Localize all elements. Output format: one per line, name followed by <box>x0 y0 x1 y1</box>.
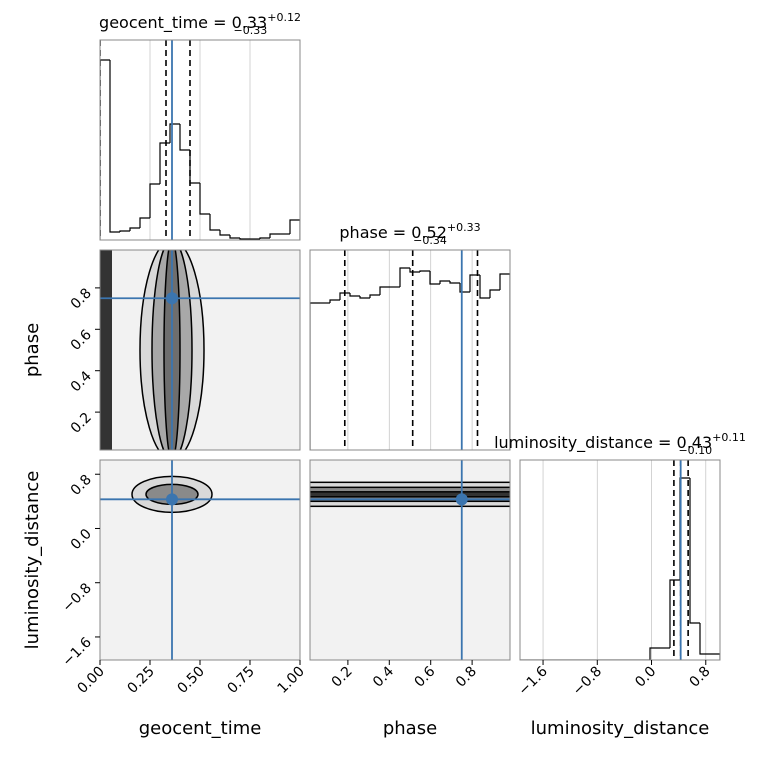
histogram-step <box>259 237 270 239</box>
histogram-step <box>479 275 490 299</box>
y-axis-label: luminosity_distance <box>22 471 43 650</box>
histogram-step <box>409 268 420 273</box>
histogram-step <box>129 227 140 231</box>
histogram-step <box>339 292 350 300</box>
y-tick-label: 0.8 <box>68 285 95 312</box>
x-tick-label: 0.8 <box>687 664 714 691</box>
y-tick-label: −0.8 <box>59 580 94 615</box>
title-upper: +0.33 <box>447 221 481 234</box>
x-tick-label: 0.00 <box>74 664 107 697</box>
panel-frame <box>309 459 511 661</box>
x-tick-label: 1.00 <box>274 664 307 697</box>
x-axis-label: luminosity_distance <box>531 718 710 739</box>
x-axis-label: phase <box>383 718 437 739</box>
histogram-step <box>649 647 660 660</box>
histogram-step <box>100 59 110 240</box>
x-axis-label: geocent_time <box>139 718 262 739</box>
title-main: geocent_time = 0.33 <box>99 13 267 33</box>
histogram-step <box>219 230 230 236</box>
x-tick-label: 0.6 <box>411 663 438 690</box>
histogram-step <box>289 219 300 240</box>
y-tick-label: 0.4 <box>68 368 95 395</box>
histogram-step <box>449 281 460 284</box>
histogram-step <box>310 302 320 450</box>
histogram-step <box>239 238 250 240</box>
title-main: phase = 0.52 <box>339 223 446 242</box>
contour <box>100 250 112 450</box>
title-lower: −0.34 <box>413 234 447 247</box>
histogram-step <box>119 230 130 232</box>
histogram-step <box>689 478 700 624</box>
panel-frame <box>99 39 301 241</box>
title-lower: −0.33 <box>234 24 268 37</box>
panel-title: phase = 0.52+0.33 −0.34 <box>339 221 480 247</box>
histogram-step <box>379 286 390 295</box>
panel <box>100 250 300 450</box>
histogram-step <box>169 123 180 143</box>
histogram-step <box>269 233 280 238</box>
panel <box>100 40 300 240</box>
x-tick-label: 0.25 <box>124 664 157 697</box>
panel-frame <box>519 459 721 661</box>
histogram-step <box>349 293 360 297</box>
histogram-step <box>459 283 470 293</box>
y-tick-label: 0.2 <box>68 410 95 437</box>
panel <box>310 250 510 450</box>
histogram-step <box>109 60 120 233</box>
histogram-step <box>179 124 190 151</box>
histogram-step <box>399 267 410 287</box>
histogram-step <box>139 217 150 228</box>
histogram-step <box>199 183 210 215</box>
histogram-step <box>189 150 200 184</box>
x-tick-label: 0.2 <box>329 664 356 691</box>
title-main: luminosity_distance = 0.43 <box>494 433 712 453</box>
histogram-step <box>469 274 480 292</box>
histogram-step <box>429 271 440 285</box>
x-tick-label: 0.0 <box>632 664 659 691</box>
histogram-step <box>669 579 680 648</box>
y-tick-label: 0.0 <box>68 526 95 553</box>
y-axis-label: phase <box>22 323 43 377</box>
histogram-step <box>209 214 220 231</box>
y-tick-label: 0.6 <box>68 327 95 354</box>
title-upper: +0.12 <box>267 11 301 24</box>
panel-title: geocent_time = 0.33+0.12 −0.33 <box>99 11 301 37</box>
histogram-step <box>419 270 430 272</box>
truth-point <box>455 493 468 506</box>
title-upper: +0.11 <box>712 431 746 444</box>
x-tick-label: −0.8 <box>570 664 605 699</box>
truth-point <box>166 493 178 506</box>
histogram-step <box>439 280 450 284</box>
histogram-step <box>229 235 240 239</box>
y-tick-label: −1.6 <box>59 634 94 669</box>
y-tick-label: 0.8 <box>68 472 95 499</box>
histogram-step <box>359 296 370 299</box>
x-tick-label: −1.6 <box>516 663 551 698</box>
panel <box>100 460 300 660</box>
contour <box>310 491 510 498</box>
x-tick-label: 0.8 <box>453 664 480 691</box>
x-tick-label: 0.75 <box>224 664 257 697</box>
histogram-step <box>159 142 170 184</box>
x-tick-label: 0.50 <box>174 664 207 697</box>
x-tick-label: 0.4 <box>370 663 397 690</box>
histogram-step <box>149 183 160 218</box>
panel-title: luminosity_distance = 0.43+0.11 −0.10 <box>494 431 746 457</box>
histogram-step <box>489 289 500 298</box>
panel <box>520 460 720 660</box>
truth-point <box>166 292 178 305</box>
panel-frame <box>309 249 511 451</box>
histogram-step <box>329 299 340 303</box>
histogram-step <box>369 294 380 298</box>
histogram-step <box>710 653 720 660</box>
title-lower: −0.10 <box>678 444 712 457</box>
histogram-step <box>499 273 510 450</box>
histogram-step <box>699 623 710 655</box>
panel-frame <box>99 249 301 451</box>
panel <box>310 460 510 660</box>
